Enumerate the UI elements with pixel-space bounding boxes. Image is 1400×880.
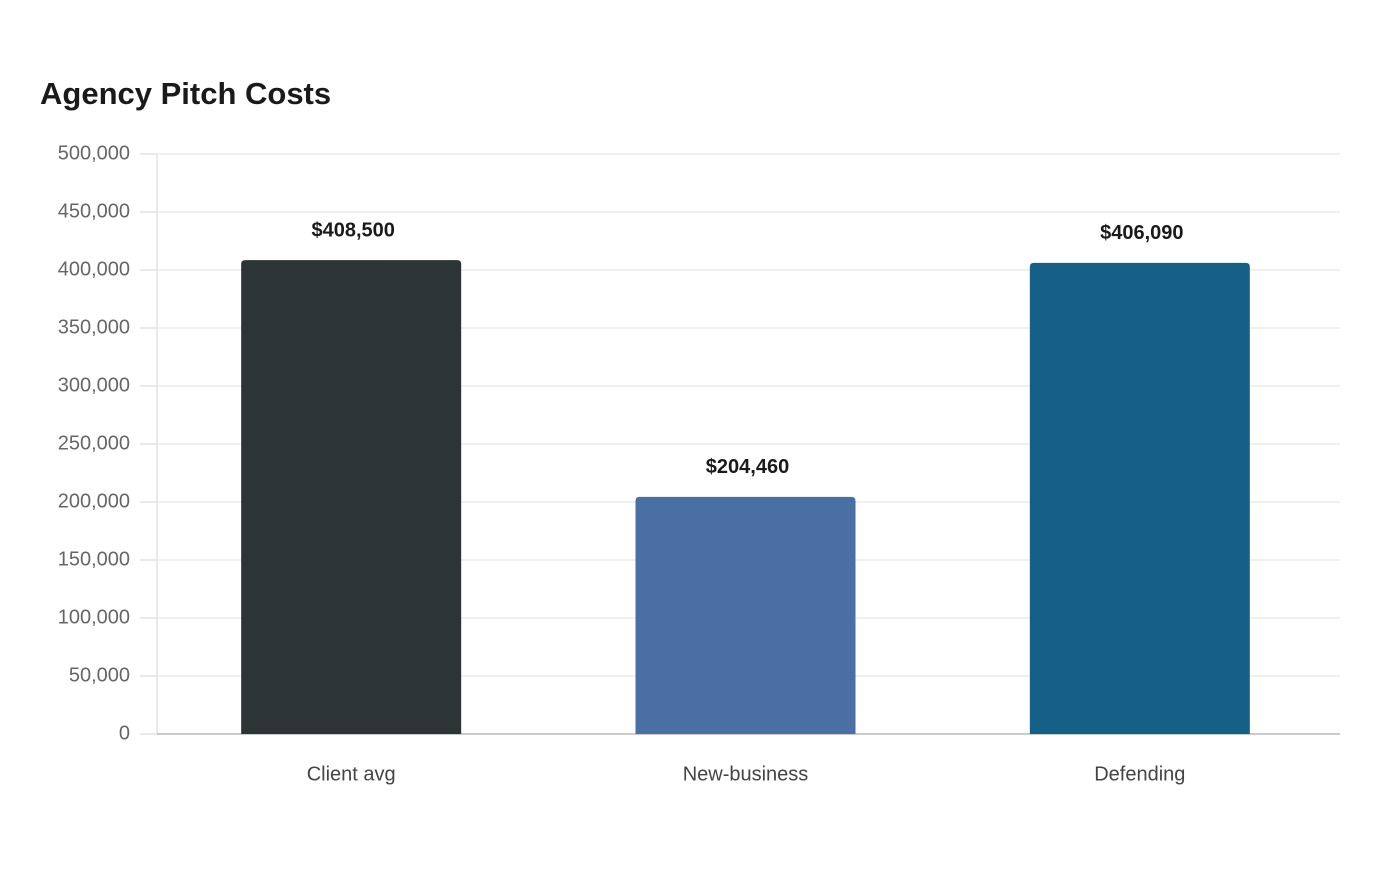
bar: [1029, 262, 1250, 734]
y-tick-label: 250,000: [58, 432, 130, 454]
x-tick-label: Defending: [1094, 763, 1185, 785]
x-tick-label: Client avg: [307, 763, 396, 785]
y-tick-label: 300,000: [58, 374, 130, 396]
value-label: $204,460: [706, 456, 789, 478]
x-tick-label: New-business: [683, 763, 809, 785]
y-tick-label: 150,000: [58, 548, 130, 570]
y-tick-label: 0: [119, 722, 130, 744]
bar: [241, 260, 462, 734]
y-tick-label: 100,000: [58, 606, 130, 628]
y-tick-label: 200,000: [58, 490, 130, 512]
bar: [635, 496, 856, 734]
y-tick-label: 50,000: [69, 664, 130, 686]
y-tick-label: 500,000: [58, 142, 130, 164]
value-label: $406,090: [1100, 222, 1183, 244]
chart-title: Agency Pitch Costs: [40, 76, 331, 111]
value-label: $408,500: [311, 219, 394, 241]
y-tick-label: 450,000: [58, 200, 130, 222]
y-tick-label: 350,000: [58, 316, 130, 338]
y-tick-label: 400,000: [58, 258, 130, 280]
